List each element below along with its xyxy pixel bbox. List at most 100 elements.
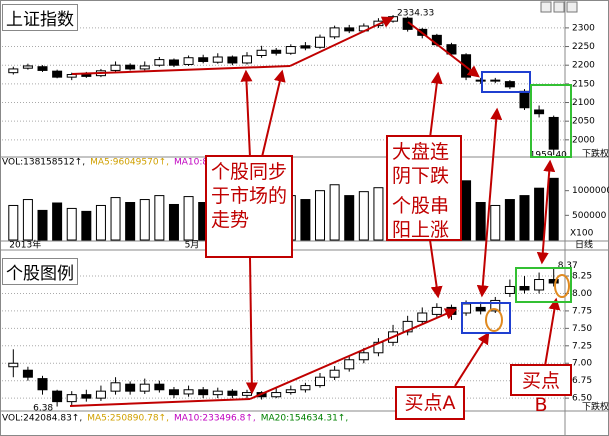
y-tick-label: 2150 xyxy=(572,79,595,89)
candle-body xyxy=(271,49,282,54)
candle-body xyxy=(329,27,340,38)
candle-body xyxy=(22,369,33,378)
volume-bar xyxy=(66,207,77,241)
candle-body xyxy=(52,70,63,78)
y-tick-label: 2250 xyxy=(572,42,595,52)
candle-body xyxy=(271,392,282,398)
y-tick-label: 6.50 xyxy=(572,394,592,404)
callout-sync: 个股同步于市场的走势 xyxy=(205,155,293,258)
candle-body xyxy=(81,74,92,77)
candle-body xyxy=(168,389,179,396)
candle-body xyxy=(66,394,77,403)
y-tick-label: 2000 xyxy=(572,135,595,145)
min-label: 6.38 xyxy=(33,404,53,414)
candle-body xyxy=(344,27,355,32)
candle-body xyxy=(358,352,369,361)
candle-body xyxy=(548,279,559,284)
y-tick-label: 7.50 xyxy=(572,324,592,334)
candle-body xyxy=(402,320,413,333)
candle-body xyxy=(110,382,121,392)
volume-bar xyxy=(110,197,121,241)
candle-body xyxy=(475,306,486,312)
legend-item: VOL:138158512↑, xyxy=(2,158,85,168)
callout-buy-a: 买点A xyxy=(395,386,465,420)
candle-body xyxy=(154,59,165,66)
candle-body xyxy=(212,390,223,396)
candle-body xyxy=(198,57,209,62)
volume-bar xyxy=(519,195,530,241)
candle-body xyxy=(139,383,150,392)
candle-body xyxy=(329,369,340,378)
callout-stock-text: 个股串阳上涨 xyxy=(392,195,450,241)
y-tick-label: 6.75 xyxy=(572,376,592,386)
volume-bar xyxy=(373,187,384,241)
volume-bar xyxy=(300,199,311,241)
y-tick-label: 8.00 xyxy=(572,289,592,299)
candle-body xyxy=(81,394,92,399)
y-tick-label: 2200 xyxy=(572,61,595,71)
volume-bar xyxy=(475,202,486,241)
volume-bar xyxy=(329,184,340,241)
corner-label: 下跌权 xyxy=(582,401,609,413)
volume-bar xyxy=(37,209,48,241)
volume-bar xyxy=(139,199,150,241)
candle-body xyxy=(37,378,48,391)
candle-body xyxy=(183,389,194,395)
candle-body xyxy=(519,285,530,291)
min-label: 1959.40 xyxy=(530,151,567,161)
candle-body xyxy=(241,55,252,64)
y-tick-label: 8.25 xyxy=(572,272,592,282)
candle-body xyxy=(241,392,252,396)
volume-bar xyxy=(81,210,92,241)
y-tick-label: 7.00 xyxy=(572,359,592,369)
candle-body xyxy=(212,56,223,63)
legend-item: MA10:233496.8↑, xyxy=(174,414,256,424)
candle-body xyxy=(66,74,77,78)
candle-body xyxy=(285,389,296,394)
volume-bar xyxy=(125,202,136,241)
candle-body xyxy=(183,57,194,65)
volume-bar xyxy=(8,204,19,241)
candle-body xyxy=(431,306,442,315)
candle-body xyxy=(125,383,136,392)
highlight-boxes xyxy=(461,71,572,334)
legend-item: VOL:242084.83↑, xyxy=(2,414,82,424)
candle-body xyxy=(300,45,311,49)
max-label: 2334.33 xyxy=(397,9,434,19)
candle-body xyxy=(154,383,165,391)
candle-body xyxy=(475,79,486,82)
candle-body xyxy=(168,59,179,66)
candle-body xyxy=(402,17,413,30)
candle-body xyxy=(315,36,326,48)
index-title: 上证指数 xyxy=(2,4,78,31)
corner-label: 下跌权 xyxy=(582,148,609,160)
candle-body xyxy=(8,68,19,74)
volume-bar xyxy=(315,190,326,241)
candle-body xyxy=(417,312,428,322)
x-tick-label: 5月 xyxy=(185,240,200,251)
candle-body xyxy=(198,389,209,396)
legend-item: MA20:154634.31↑, xyxy=(261,414,348,424)
window-icons xyxy=(540,1,578,13)
candle-body xyxy=(446,44,457,55)
candle-body xyxy=(52,390,63,403)
x-tick-label: 2013年 xyxy=(9,239,41,251)
y-tick-label: 2300 xyxy=(572,23,595,33)
candle-body xyxy=(285,46,296,54)
candle-body xyxy=(315,376,326,387)
y-tick-label: 7.75 xyxy=(572,306,592,316)
y-tick-label: 2100 xyxy=(572,98,595,108)
volume-bar xyxy=(344,195,355,241)
candle-body xyxy=(548,116,559,150)
volume-bar xyxy=(168,203,179,241)
candle-body xyxy=(22,65,33,69)
unit-label: X100 xyxy=(570,229,594,239)
legend-item: MA5:250890.78↑, xyxy=(87,414,169,424)
candle-body xyxy=(139,65,150,70)
candle-body xyxy=(256,49,267,56)
volume-bar xyxy=(52,202,63,241)
volume-bar xyxy=(154,195,165,241)
stock-title: 个股图例 xyxy=(2,258,78,285)
candle-body xyxy=(519,90,530,109)
